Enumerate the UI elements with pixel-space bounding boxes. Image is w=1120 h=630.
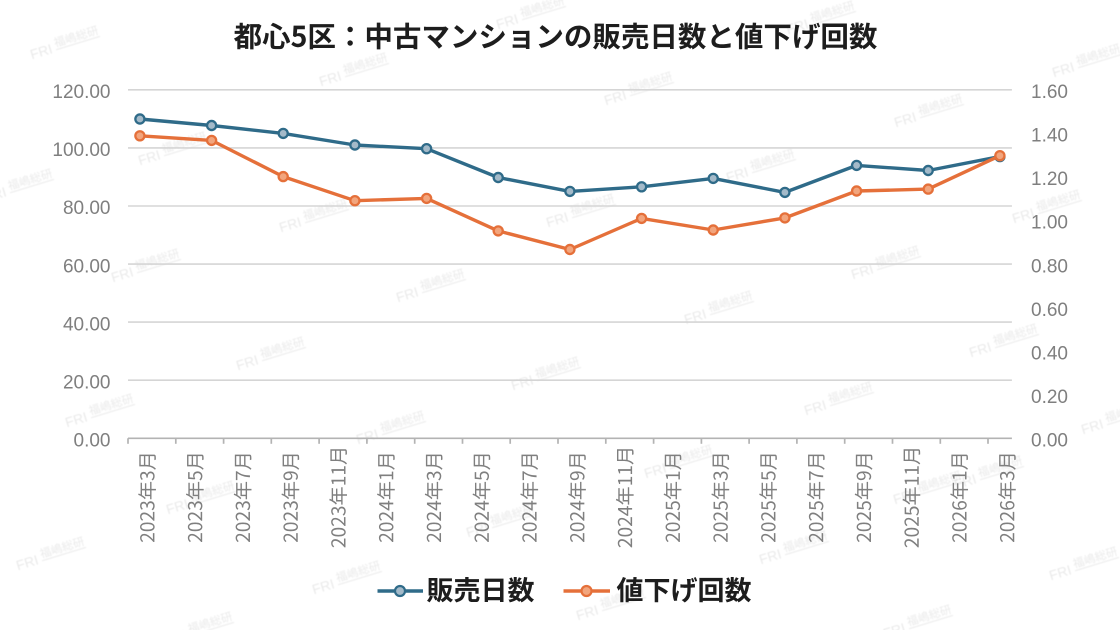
svg-text:120.00: 120.00 [52, 82, 110, 103]
svg-text:0.60: 0.60 [1031, 300, 1068, 321]
svg-text:40.00: 40.00 [63, 314, 111, 335]
svg-text:60.00: 60.00 [63, 256, 111, 277]
svg-text:100.00: 100.00 [52, 140, 110, 161]
svg-text:0.80: 0.80 [1031, 256, 1068, 277]
svg-text:0.00: 0.00 [74, 431, 111, 452]
svg-text:1.40: 1.40 [1031, 126, 1068, 147]
svg-text:1.00: 1.00 [1031, 213, 1068, 234]
svg-text:20.00: 20.00 [63, 373, 111, 394]
svg-text:0.00: 0.00 [1031, 431, 1068, 452]
svg-text:0.20: 0.20 [1031, 387, 1068, 408]
svg-text:1.20: 1.20 [1031, 169, 1068, 190]
svg-text:0.40: 0.40 [1031, 343, 1068, 364]
svg-text:80.00: 80.00 [63, 198, 111, 219]
svg-text:1.60: 1.60 [1031, 82, 1068, 103]
